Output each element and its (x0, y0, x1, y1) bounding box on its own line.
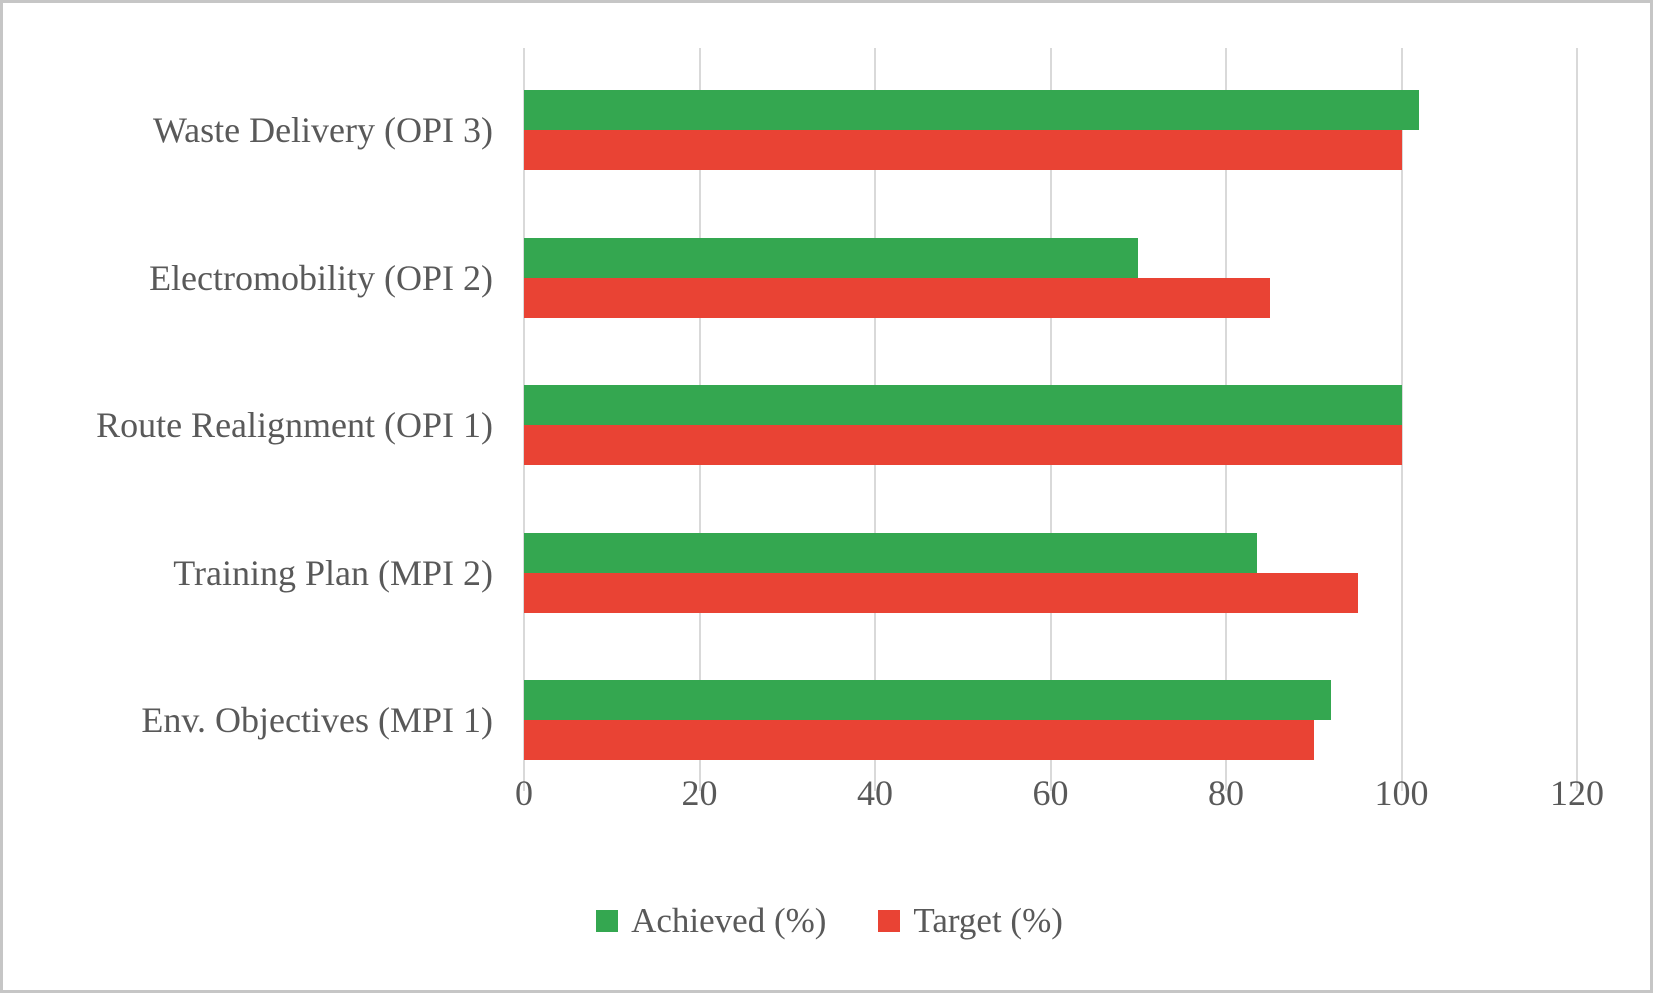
x-tick-mark-40 (874, 763, 876, 791)
bar-achieved-3 (524, 532, 1257, 573)
category-label-0: Waste Delivery (OPI 3) (153, 110, 493, 150)
bar-achieved-2 (524, 385, 1402, 426)
x-tick-label-100: 100 (1374, 773, 1429, 813)
category-label-1: Electromobility (OPI 2) (149, 257, 493, 298)
x-tick-mark-60 (1049, 763, 1052, 791)
gridline-x-100 (1400, 48, 1403, 763)
legend: Achieved (%) Target (%) (3, 899, 1650, 943)
category-label-2: Route Realignment (OPI 1) (96, 405, 493, 446)
bar-achieved-1 (524, 237, 1139, 278)
legend-label-target: Target (%) (913, 901, 1063, 940)
bar-target-1 (524, 277, 1270, 318)
x-tick-mark-120 (1576, 763, 1578, 791)
achieved-swatch-icon (596, 910, 619, 932)
legend-label-achieved: Achieved (%) (631, 901, 827, 940)
x-tick-mark-80 (1225, 763, 1227, 791)
x-tick-label-20: 20 (681, 773, 718, 813)
x-tick-label-120: 120 (1550, 773, 1604, 813)
bar-target-2 (524, 425, 1402, 466)
category-label-3: Training Plan (MPI 2) (173, 552, 493, 593)
x-tick-label-80: 80 (1208, 773, 1244, 813)
legend-item-target: Target (%) (878, 899, 1063, 943)
x-tick-mark-0 (523, 763, 525, 791)
legend-item-achieved: Achieved (%) (596, 899, 826, 943)
gridline-x-120 (1576, 48, 1578, 763)
x-tick-label-40: 40 (857, 773, 893, 813)
x-tick-label-0: 0 (515, 773, 533, 813)
bar-target-3 (524, 572, 1358, 613)
category-label-4: Env. Objectives (MPI 1) (141, 700, 493, 741)
bar-target-0 (524, 130, 1402, 170)
bar-achieved-0 (524, 90, 1420, 130)
plot-area (523, 48, 1578, 763)
x-tick-mark-20 (698, 763, 701, 791)
bar-achieved-4 (524, 680, 1332, 721)
x-tick-label-60: 60 (1032, 773, 1069, 813)
bar-target-4 (524, 720, 1314, 761)
target-swatch-icon (878, 910, 901, 932)
x-tick-mark-100 (1400, 763, 1403, 791)
